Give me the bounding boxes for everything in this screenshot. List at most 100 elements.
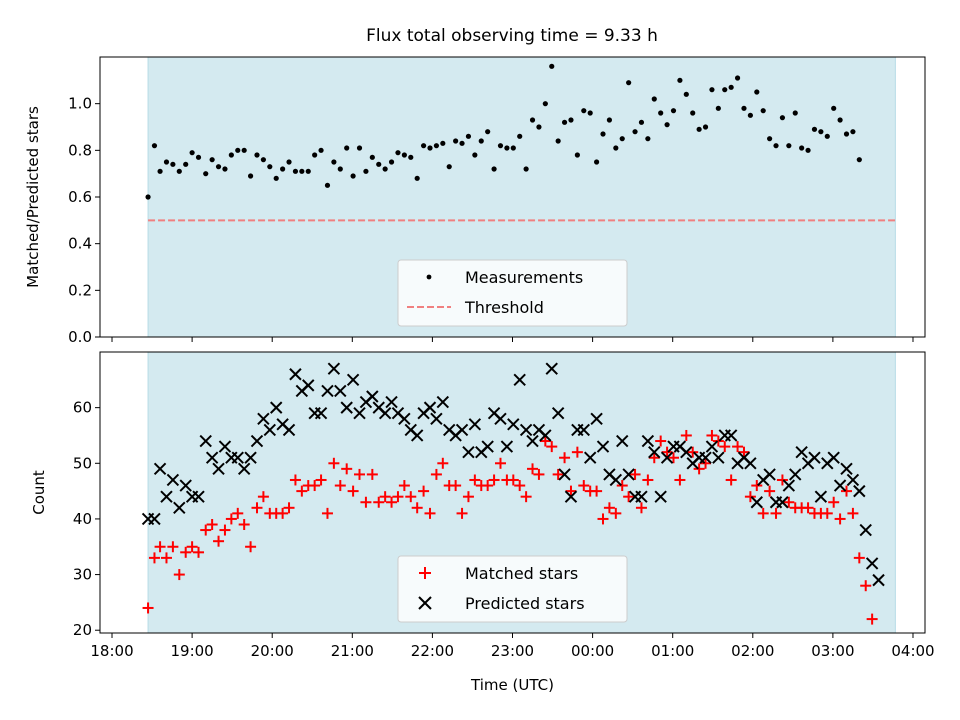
matched-star-point <box>398 480 410 492</box>
x-tick-label: 20:00 <box>251 642 294 660</box>
matched-star-point <box>821 507 833 519</box>
predicted-star-point <box>590 412 603 425</box>
matched-star-point <box>616 480 628 492</box>
x-tick-label: 23:00 <box>491 642 534 660</box>
predicted-star-point <box>212 462 225 476</box>
predicted-star-point <box>660 451 674 464</box>
predicted-star-point <box>500 440 514 453</box>
measurement-point <box>690 110 696 116</box>
measurement-point <box>837 117 843 123</box>
measurement-point <box>497 143 504 149</box>
matched-star-point <box>173 569 185 581</box>
predicted-star-point <box>583 451 597 464</box>
matched-star-point <box>360 496 372 508</box>
measurement-point <box>344 145 350 151</box>
predicted-star-point <box>641 434 655 448</box>
bottom-y-tick-label: 50 <box>73 454 92 472</box>
bottom-legend-box <box>397 555 628 623</box>
measurement-point <box>850 129 856 135</box>
top-legend-box <box>397 259 628 327</box>
measurement-point <box>786 143 792 149</box>
measurement-point <box>658 110 664 116</box>
measurement-point <box>273 175 279 181</box>
bottom-panel: 20 30 40 50 60 18:00 19:00 20:00 21:00 22:00 23:0… <box>30 351 935 694</box>
matched-star-point <box>610 507 622 519</box>
matched-star-point <box>167 541 179 553</box>
matched-star-point <box>533 468 545 480</box>
bottom-y-ticks: 20 30 40 50 60 <box>73 399 100 639</box>
predicted-star-point <box>705 440 719 453</box>
measurement-point <box>491 166 497 172</box>
predicted-star-point <box>205 451 219 464</box>
measurement-point <box>324 182 331 188</box>
predicted-star-point <box>616 434 629 448</box>
measurement-point <box>183 161 189 167</box>
predicted-star-point <box>302 379 315 392</box>
matched-star-point <box>488 474 500 486</box>
top-y-tick-label: 0.8 <box>68 141 92 159</box>
top-y-tick-label: 0.6 <box>68 188 92 206</box>
matched-star-point <box>841 485 853 497</box>
predicted-star-point <box>744 457 757 470</box>
measurement-point <box>433 143 440 149</box>
measurement-point <box>811 126 818 132</box>
predicted-star-point <box>507 418 520 431</box>
matched-star-point <box>160 552 172 564</box>
measurement-point <box>163 159 170 165</box>
matched-star-point <box>354 468 366 480</box>
measurement-point <box>388 159 395 165</box>
top-panel: 0.0 0.2 0.4 0.6 0.8 1.0 Matched/Predicted sta… <box>24 56 926 346</box>
matched-star-point <box>693 463 705 475</box>
predicted-star-point <box>872 573 885 587</box>
measurement-point <box>600 131 606 137</box>
measurement-point <box>376 161 382 167</box>
legend-predicted-label: Predicted stars <box>465 594 585 613</box>
measurement-point <box>856 157 862 163</box>
measurement-point <box>824 133 830 139</box>
matched-star-point <box>629 468 641 480</box>
measurement-point <box>189 150 195 156</box>
measurement-point <box>195 154 202 160</box>
matched-star-point <box>289 474 301 486</box>
measurement-point <box>235 147 241 153</box>
x-axis-label: Time (UTC) <box>470 676 554 694</box>
measurement-point <box>228 152 234 158</box>
predicted-star-point <box>346 373 360 387</box>
measurement-point <box>170 161 176 167</box>
matched-star-point <box>687 446 699 458</box>
measurement-point <box>696 126 702 132</box>
matched-star-point <box>571 446 583 458</box>
predicted-star-point <box>436 395 450 409</box>
measurement-point <box>427 145 433 151</box>
legend-matched-label: Matched stars <box>465 564 578 583</box>
matched-star-point <box>802 502 814 514</box>
predicted-star-point <box>526 434 539 448</box>
measurement-point <box>581 108 587 114</box>
measurement-point <box>529 117 536 123</box>
measurement-point <box>510 145 516 151</box>
predicted-star-point <box>551 407 565 420</box>
matched-star-point <box>257 491 269 503</box>
predicted-star-point <box>199 434 212 448</box>
predicted-star-point <box>795 445 808 459</box>
measurement-point <box>472 152 478 158</box>
matched-star-point <box>725 474 737 486</box>
matched-star-point <box>847 507 859 519</box>
predicted-star-point <box>724 429 738 442</box>
bottom-x-ticks: 18:00 19:00 20:00 21:00 22:00 23:00 00:00 01:00… <box>90 633 935 660</box>
measurement-point <box>453 138 459 144</box>
measurement-point <box>478 138 484 144</box>
bottom-y-tick-label: 60 <box>73 399 92 417</box>
measurement-point <box>157 168 163 174</box>
predicted-star-point <box>622 468 635 481</box>
predicted-star-point <box>166 473 180 487</box>
x-tick-label: 03:00 <box>811 642 854 660</box>
matched-star-point <box>366 468 378 480</box>
matched-star-point <box>238 518 250 530</box>
matched-star-point <box>379 491 391 503</box>
measurement-point <box>741 105 747 111</box>
predicted-star-point <box>865 557 879 570</box>
x-tick-label: 02:00 <box>731 642 774 660</box>
measurement-point <box>709 87 715 93</box>
